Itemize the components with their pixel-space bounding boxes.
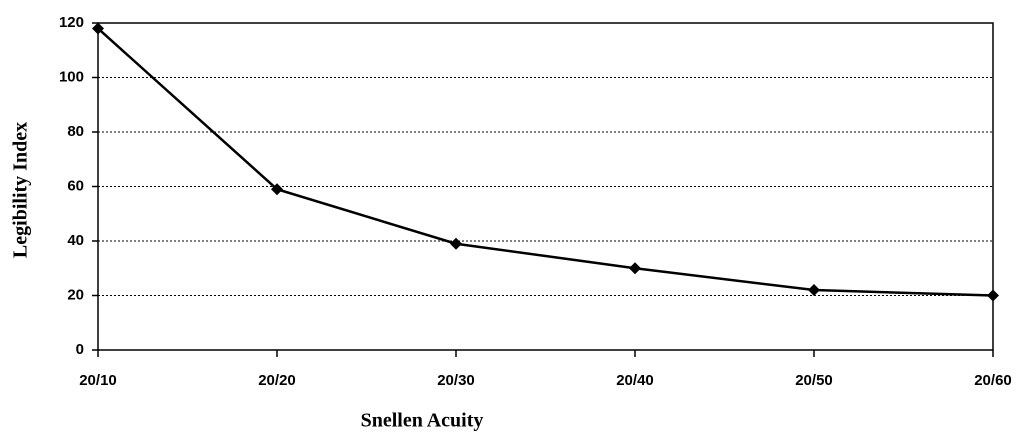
x-tick-label: 20/10 xyxy=(79,372,117,389)
y-tick-label: 80 xyxy=(67,123,84,140)
y-axis-label: Legibility Index xyxy=(10,122,32,258)
y-tick-label: 120 xyxy=(59,14,84,31)
y-tick-label: 20 xyxy=(67,286,84,303)
y-tick-label: 40 xyxy=(67,232,84,249)
plot-frame xyxy=(97,22,994,351)
y-tick-label: 60 xyxy=(67,177,84,194)
y-tick-label: 100 xyxy=(59,68,84,85)
x-axis-label: Snellen Acuity xyxy=(361,410,484,432)
x-tick-label: 20/60 xyxy=(974,372,1012,389)
x-tick-label: 20/50 xyxy=(795,372,833,389)
x-tick-label: 20/30 xyxy=(437,372,475,389)
x-tick-label: 20/40 xyxy=(616,372,654,389)
line xyxy=(97,27,994,297)
marker xyxy=(808,284,820,297)
marker xyxy=(987,289,999,302)
marker xyxy=(92,22,104,35)
y-tick-label: 0 xyxy=(76,341,84,358)
x-tick-label: 20/20 xyxy=(258,372,296,389)
marker xyxy=(450,237,462,250)
marker xyxy=(271,183,283,196)
marker xyxy=(629,262,641,275)
